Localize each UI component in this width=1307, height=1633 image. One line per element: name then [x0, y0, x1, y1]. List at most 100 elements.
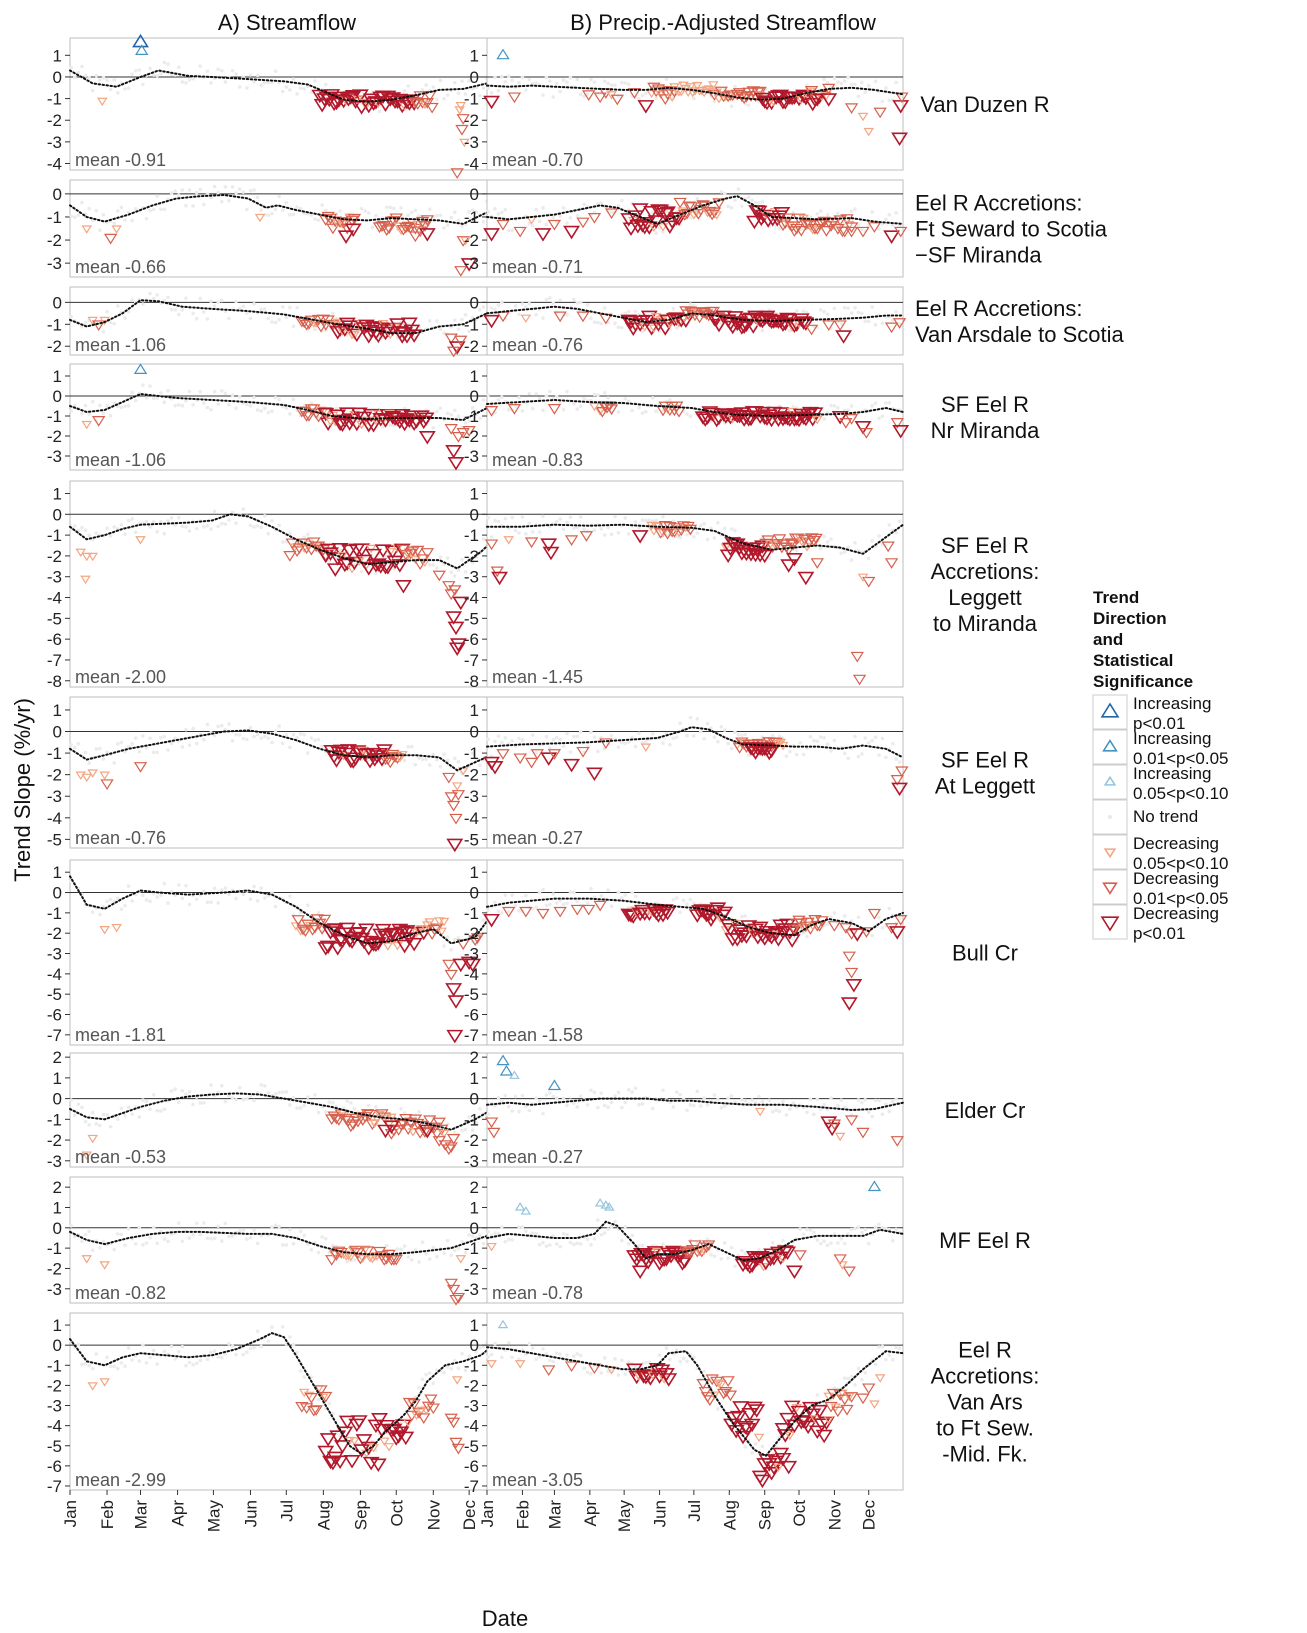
- no-trend-point: [719, 1106, 724, 1110]
- trend-marker: [339, 1114, 353, 1125]
- no-trend-point: [69, 65, 73, 70]
- no-trend-point: [544, 1093, 549, 1097]
- no-trend-point: [860, 311, 864, 316]
- no-trend-point: [467, 210, 471, 214]
- x-tick-label: Aug: [720, 1500, 739, 1530]
- trend-marker: [454, 106, 465, 115]
- no-trend-point: [198, 389, 203, 394]
- no-trend-point: [551, 1094, 556, 1099]
- no-trend-point: [565, 221, 569, 225]
- trend-marker: [360, 330, 378, 344]
- trend-marker: [787, 226, 802, 237]
- no-trend-point: [219, 68, 224, 73]
- no-trend-point: [863, 90, 868, 94]
- no-trend-point: [449, 948, 454, 952]
- trend-marker: [785, 1265, 803, 1279]
- legend-item-label: Decreasing: [1133, 904, 1219, 923]
- no-trend-point: [791, 405, 796, 409]
- no-trend-point: [637, 405, 641, 410]
- no-trend-point: [209, 527, 213, 531]
- legend-item-label: 0.01<p<0.05: [1133, 749, 1228, 768]
- no-trend-point: [750, 1451, 754, 1455]
- no-trend-point: [252, 395, 256, 400]
- no-trend-point: [259, 208, 264, 212]
- no-trend-point: [842, 305, 847, 310]
- no-trend-point: [640, 411, 645, 416]
- no-trend-point: [623, 1224, 628, 1229]
- no-trend-point: [295, 305, 299, 310]
- no-trend-point: [496, 734, 501, 738]
- no-trend-point: [435, 97, 439, 102]
- smoothed-trend-curve: [69, 1092, 506, 1131]
- no-trend-point: [83, 750, 88, 755]
- no-trend-point: [500, 1099, 504, 1103]
- y-tick-label: -6: [47, 1006, 62, 1025]
- no-trend-point: [887, 523, 892, 527]
- no-trend-point: [151, 1093, 156, 1097]
- no-trend-point: [849, 311, 854, 315]
- no-trend-point: [456, 1366, 461, 1371]
- no-trend-point: [647, 1360, 652, 1364]
- y-tick-label: 0: [470, 387, 479, 406]
- trend-marker: [389, 318, 406, 332]
- trend-marker: [344, 223, 362, 238]
- no-trend-point: [248, 316, 253, 321]
- no-trend-point: [133, 207, 138, 211]
- trend-marker: [436, 927, 447, 937]
- no-trend-point: [500, 740, 504, 745]
- trend-marker: [365, 544, 377, 554]
- row-label-line: At Leggett: [935, 774, 1035, 799]
- no-trend-point: [606, 1227, 610, 1232]
- no-trend-point: [753, 1442, 758, 1446]
- no-trend-point: [252, 1228, 256, 1232]
- trend-marker: [713, 1379, 725, 1388]
- no-trend-point: [637, 1243, 641, 1248]
- y-tick-label: -2: [47, 1259, 62, 1278]
- no-trend-point: [534, 751, 538, 755]
- no-trend-point: [234, 521, 238, 525]
- no-trend-point: [467, 1115, 471, 1119]
- trend-marker: [790, 223, 804, 235]
- no-trend-point: [596, 749, 600, 754]
- trend-marker: [576, 311, 590, 323]
- no-trend-point: [866, 1110, 871, 1115]
- no-trend-point: [453, 756, 457, 761]
- y-tick-label: 0: [53, 387, 62, 406]
- no-trend-point: [112, 78, 117, 82]
- y-tick-label: -5: [47, 830, 62, 849]
- x-tick-label: Mar: [132, 1500, 151, 1530]
- no-trend-point: [877, 1222, 881, 1227]
- y-tick-label: -1: [464, 526, 479, 545]
- trend-marker: [393, 222, 404, 231]
- no-trend-point: [431, 425, 436, 430]
- no-trend-point: [671, 736, 676, 741]
- no-trend-point: [866, 556, 871, 561]
- no-trend-point: [352, 1107, 357, 1111]
- mean-label: mean -3.05: [492, 1470, 583, 1490]
- y-tick-label: -2: [464, 924, 479, 943]
- no-trend-point: [212, 886, 217, 891]
- y-tick-label: 0: [470, 1336, 479, 1355]
- no-trend-point: [184, 398, 188, 403]
- trend-marker: [442, 772, 456, 784]
- trend-marker: [653, 1364, 671, 1379]
- no-trend-point: [695, 1089, 700, 1094]
- trend-marker: [862, 1383, 876, 1395]
- trend-marker: [378, 1419, 396, 1434]
- no-trend-point: [184, 1092, 188, 1097]
- no-trend-point: [280, 540, 285, 544]
- no-trend-point: [141, 383, 145, 387]
- no-trend-point: [637, 97, 641, 101]
- no-trend-point: [496, 303, 501, 307]
- x-tick-label: Aug: [314, 1500, 333, 1530]
- trend-marker: [587, 212, 602, 224]
- no-trend-point: [366, 336, 371, 341]
- trend-marker: [430, 1128, 444, 1140]
- legend-key-box: [1092, 694, 1128, 730]
- panel-row6-col0: 10-1-2-3-4-5-6-7 mean -1.81: [47, 859, 506, 1046]
- no-trend-point: [565, 520, 569, 525]
- no-trend-point: [633, 520, 638, 524]
- no-trend-point: [530, 1231, 535, 1236]
- trend-marker: [111, 225, 122, 234]
- no-trend-point: [777, 226, 782, 231]
